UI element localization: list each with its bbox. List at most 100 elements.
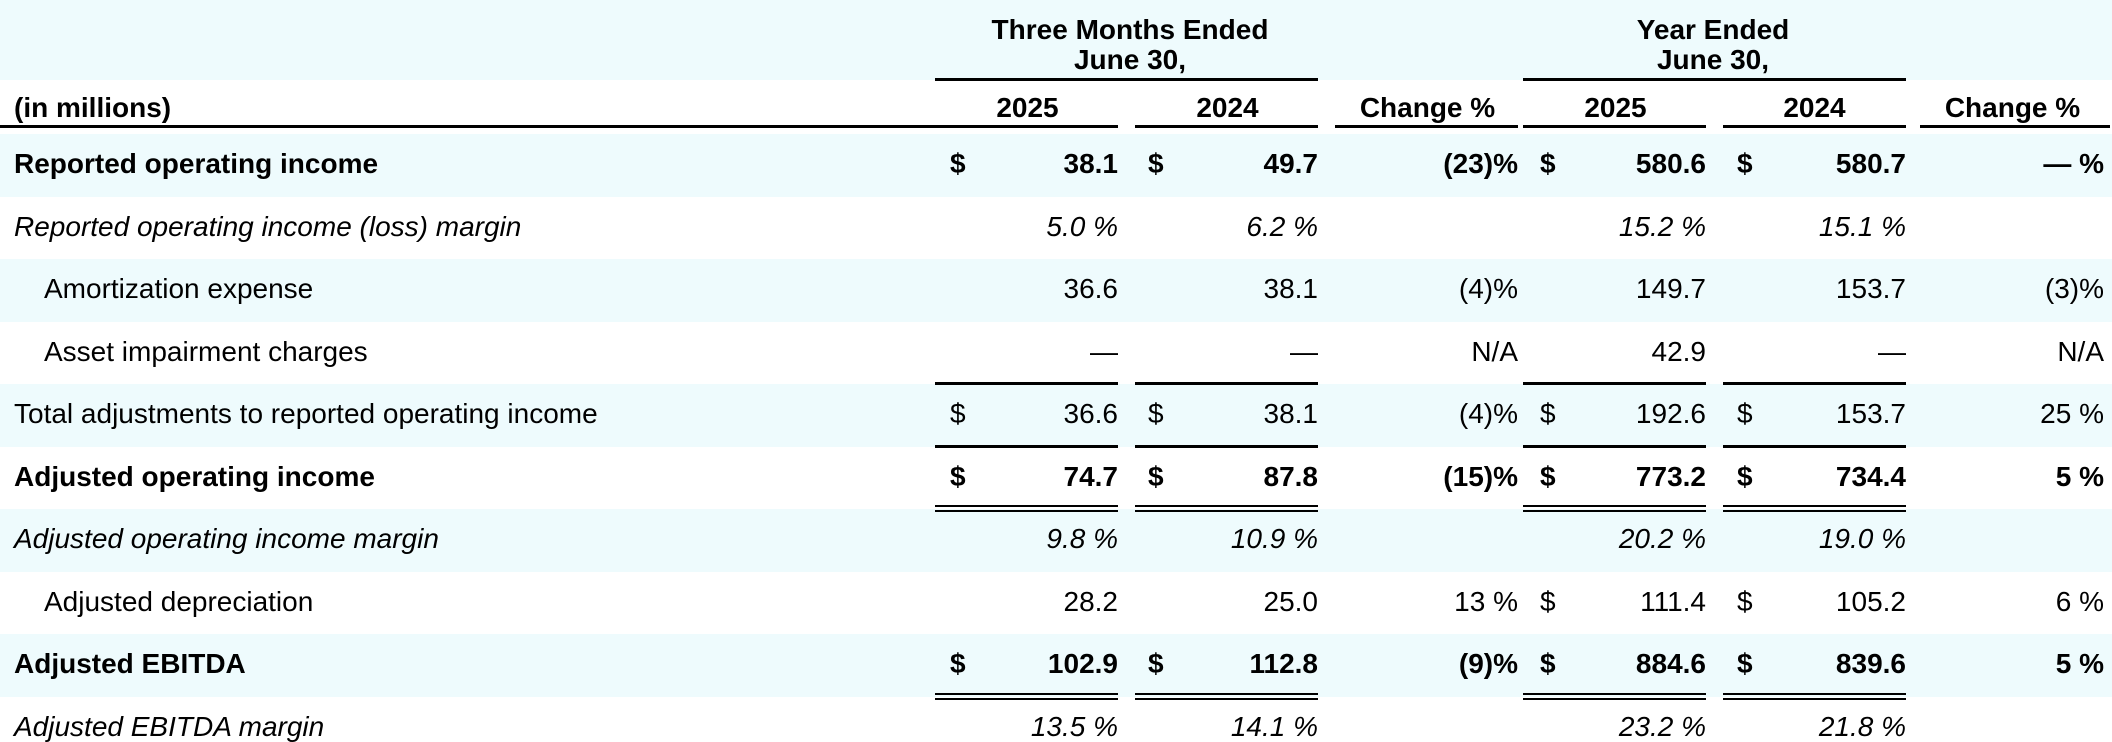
change-year: N/A <box>2057 335 2104 367</box>
value-2024-quarter: 10.9 % <box>1230 523 1318 554</box>
change-quarter: (9)% <box>1458 648 1518 679</box>
units-label: (in millions) <box>14 92 172 123</box>
change-quarter: 13 % <box>1454 585 1518 617</box>
value-2024-year: 19.0 % <box>1818 523 1906 554</box>
value-2025-quarter: 36.6 <box>1063 273 1119 304</box>
dollar-sign: $ <box>950 398 966 429</box>
col-header-2025-year: 2025 <box>1584 92 1647 123</box>
double-underline <box>1523 505 1706 512</box>
dollar-sign: $ <box>1737 148 1753 179</box>
value-2024-quarter: 38.1 <box>1263 273 1319 304</box>
single-underline <box>1135 444 1318 448</box>
value-2024-quarter: 49.7 <box>1263 148 1319 179</box>
dollar-sign: $ <box>1148 460 1164 492</box>
double-underline <box>1723 505 1906 512</box>
row-label: Adjusted EBITDA <box>14 648 246 679</box>
row-label: Adjusted operating income <box>14 460 375 492</box>
value-2024-year: 105.2 <box>1835 585 1906 617</box>
value-2025-quarter: 36.6 <box>1063 398 1119 429</box>
single-underline <box>935 444 1118 448</box>
value-2024-year: 153.7 <box>1835 398 1906 429</box>
value-2024-year: 734.4 <box>1835 460 1906 492</box>
value-2025-year: 42.9 <box>1651 335 1707 367</box>
header-rule-c6 <box>1920 125 2110 128</box>
value-2025-year: 192.6 <box>1635 398 1706 429</box>
double-underline <box>1135 692 1318 700</box>
change-year: (3)% <box>2044 273 2104 304</box>
change-year: 25 % <box>2040 398 2104 429</box>
single-underline <box>1523 444 1706 448</box>
value-2025-quarter: 13.5 % <box>1030 710 1118 742</box>
row-label: Asset impairment charges <box>44 335 368 367</box>
value-2024-year: 580.7 <box>1835 148 1906 179</box>
value-2025-quarter: 9.8 % <box>1046 523 1118 554</box>
value-2025-year: 149.7 <box>1635 273 1706 304</box>
value-2024-year: 21.8 % <box>1818 710 1906 742</box>
change-year: 5 % <box>2055 648 2104 679</box>
row-label: Reported operating income (loss) margin <box>14 210 522 242</box>
group-rule-year <box>1523 78 1906 81</box>
dollar-sign: $ <box>1737 585 1753 617</box>
row-label: Total adjustments to reported operating … <box>14 398 598 429</box>
row-label: Reported operating income <box>14 148 379 179</box>
dollar-sign: $ <box>1540 398 1556 429</box>
change-year: 6 % <box>2055 585 2104 617</box>
value-2025-quarter: — <box>1090 335 1118 367</box>
row-band <box>0 0 2112 80</box>
value-2024-year: 839.6 <box>1835 648 1906 679</box>
double-underline <box>935 692 1118 700</box>
value-2025-year: 15.2 % <box>1618 210 1706 242</box>
group-header-year: Year Ended June 30, <box>1523 16 1903 74</box>
value-2025-year: 20.2 % <box>1618 523 1706 554</box>
value-2024-quarter: 14.1 % <box>1230 710 1318 742</box>
group-header-year-line1: Year Ended <box>1636 14 1790 45</box>
group-header-three-months: Three Months Ended June 30, <box>935 16 1325 74</box>
dollar-sign: $ <box>950 648 966 679</box>
double-underline <box>935 505 1118 512</box>
group-header-year-line2: June 30, <box>1656 44 1770 75</box>
header-rule-c2 <box>1135 125 1318 128</box>
value-2024-year: 153.7 <box>1835 273 1906 304</box>
dollar-sign: $ <box>1148 648 1164 679</box>
row-label: Amortization expense <box>44 273 314 304</box>
value-2024-quarter: 6.2 % <box>1246 210 1318 242</box>
header-rule-c5 <box>1723 125 1906 128</box>
value-2024-quarter: 25.0 <box>1263 585 1319 617</box>
value-2024-year: — <box>1878 335 1906 367</box>
header-rule <box>0 125 935 128</box>
dollar-sign: $ <box>1540 460 1556 492</box>
dollar-sign: $ <box>1737 398 1753 429</box>
group-rule-three-months <box>935 78 1318 81</box>
dollar-sign: $ <box>1737 460 1753 492</box>
col-header-2024-quarter: 2024 <box>1196 92 1259 123</box>
header-rule-c3 <box>1335 125 1518 128</box>
value-2025-quarter: 5.0 % <box>1046 210 1118 242</box>
change-quarter: (15)% <box>1443 460 1518 492</box>
change-year: — % <box>2043 148 2104 179</box>
dollar-sign: $ <box>1148 398 1164 429</box>
value-2025-quarter: 28.2 <box>1063 585 1119 617</box>
value-2025-year: 111.4 <box>1640 585 1706 617</box>
col-header-change-year: Change % <box>1944 92 2081 123</box>
dollar-sign: $ <box>1737 648 1753 679</box>
change-quarter: (4)% <box>1458 273 1518 304</box>
value-2025-quarter: 74.7 <box>1063 460 1119 492</box>
dollar-sign: $ <box>950 148 966 179</box>
row-label: Adjusted depreciation <box>44 585 314 617</box>
value-2024-quarter: — <box>1290 335 1318 367</box>
row-band <box>0 634 2112 697</box>
value-2025-quarter: 38.1 <box>1063 148 1119 179</box>
row-band <box>0 509 2112 572</box>
value-2024-quarter: 112.8 <box>1249 648 1318 679</box>
dollar-sign: $ <box>1148 148 1164 179</box>
double-underline <box>1523 692 1706 700</box>
col-header-2024-year: 2024 <box>1783 92 1846 123</box>
dollar-sign: $ <box>1540 148 1556 179</box>
value-2025-year: 23.2 % <box>1618 710 1706 742</box>
change-quarter: N/A <box>1471 335 1518 367</box>
double-underline <box>1723 692 1906 700</box>
value-2024-year: 15.1 % <box>1818 210 1906 242</box>
dollar-sign: $ <box>950 460 966 492</box>
group-header-three-months-line1: Three Months Ended <box>991 14 1269 45</box>
col-header-2025-quarter: 2025 <box>996 92 1059 123</box>
